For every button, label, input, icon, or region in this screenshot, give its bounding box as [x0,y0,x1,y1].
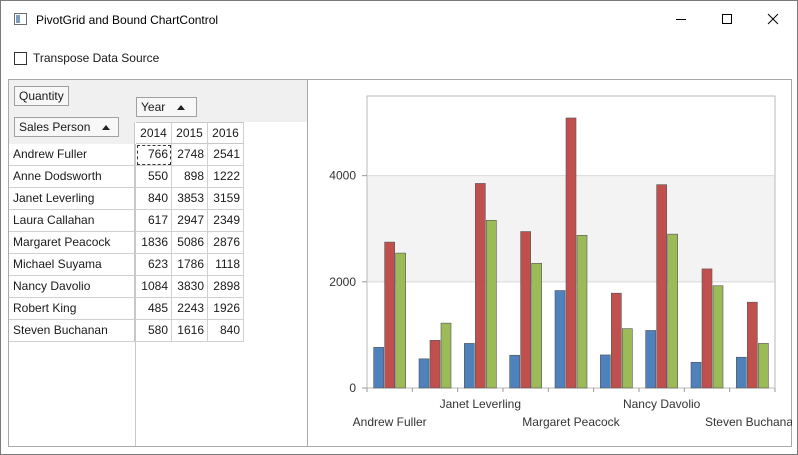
data-cell[interactable]: 840 [208,320,244,342]
bar [565,117,577,389]
bar [645,330,656,389]
minimize-icon [676,19,686,20]
bar [475,183,486,389]
bar [531,262,542,389]
chart-panel: 0 2000 4000 Andrew Fuller Janet Leverling Mar… [308,79,792,447]
bar [486,219,497,389]
close-icon [767,13,779,25]
data-cell[interactable]: 766 [136,144,172,166]
x-tick-label: Steven Buchanan [705,415,792,429]
data-cell[interactable]: 1836 [136,232,172,254]
data-cell[interactable]: 5086 [172,232,208,254]
close-button[interactable] [750,1,796,37]
y-tick-label: 2000 [329,275,356,289]
data-cell[interactable]: 1118 [208,254,244,276]
bar [429,340,441,389]
data-cell[interactable]: 1222 [208,166,244,188]
bar [520,231,531,389]
row-field-label: Sales Person [19,120,91,134]
column-field-label: Year [141,100,166,114]
bar [418,358,430,389]
transpose-checkbox[interactable] [14,51,27,65]
row-header[interactable]: Andrew Fuller [9,144,135,166]
data-cell[interactable]: 623 [136,254,172,276]
bar [395,252,406,389]
bar [600,354,611,389]
bar [701,268,713,389]
bar [611,292,622,389]
data-cell[interactable]: 2748 [172,144,208,166]
x-tick-label: Andrew Fuller [353,415,427,429]
bar [656,184,667,389]
data-cell[interactable]: 485 [136,298,172,320]
row-header[interactable]: Michael Suyama [9,254,135,276]
window-title: PivotGrid and Bound ChartControl [36,13,219,27]
column-field-year[interactable]: Year [136,97,197,117]
column-header-year[interactable]: 2014 [136,122,172,144]
x-tick-label: Margaret Peacock [522,415,620,429]
row-header[interactable]: Laura Callahan [9,210,135,232]
minimize-button[interactable] [658,1,704,37]
data-cell[interactable]: 2541 [208,144,244,166]
bar [464,343,475,389]
bar [690,361,702,389]
bar [758,343,769,389]
maximize-button[interactable] [704,1,750,37]
data-field-label: Quantity [19,89,64,103]
row-header[interactable]: Steven Buchanan [9,320,135,342]
bar [736,356,747,389]
title-bar: PivotGrid and Bound ChartControl [1,1,797,37]
data-cell[interactable]: 580 [136,320,172,342]
row-header[interactable]: Anne Dodsworth [9,166,135,188]
bar [747,301,758,389]
sort-ascending-icon [102,124,111,130]
x-tick-label: Nancy Davolio [623,397,701,411]
data-cell[interactable]: 3830 [172,276,208,298]
row-field-sales-person[interactable]: Sales Person [14,117,119,137]
bar [554,290,566,389]
data-cell[interactable]: 3159 [208,188,244,210]
sort-ascending-icon [177,104,186,110]
data-cell[interactable]: 1926 [208,298,244,320]
row-header[interactable]: Nancy Davolio [9,276,135,298]
data-cell[interactable]: 1616 [172,320,208,342]
column-header-year[interactable]: 2016 [208,122,244,144]
transpose-option[interactable]: Transpose Data Source [14,50,159,66]
row-header[interactable]: Margaret Peacock [9,232,135,254]
data-cell[interactable]: 2876 [208,232,244,254]
row-header-divider [135,144,136,446]
row-header[interactable]: Janet Leverling [9,188,135,210]
data-cell[interactable]: 617 [136,210,172,232]
data-cell[interactable]: 898 [172,166,208,188]
data-cell[interactable]: 2243 [172,298,208,320]
bar [373,347,384,389]
y-tick-label: 4000 [329,169,356,183]
data-cell[interactable]: 2898 [208,276,244,298]
data-cell[interactable]: 1084 [136,276,172,298]
data-cell[interactable]: 550 [136,166,172,188]
data-cell[interactable]: 3853 [172,188,208,210]
pivot-grid: Quantity Year Sales Person 2014 2015 2016 A… [8,79,308,447]
y-tick-label: 0 [349,381,356,395]
column-header-year[interactable]: 2015 [172,122,208,144]
row-header[interactable]: Robert King [9,298,135,320]
data-cell[interactable]: 840 [136,188,172,210]
data-cell[interactable]: 1786 [172,254,208,276]
maximize-icon [722,14,732,24]
app-icon [14,13,27,25]
bar [509,354,520,389]
data-cell[interactable]: 2947 [172,210,208,232]
bar [576,235,588,389]
transpose-label: Transpose Data Source [33,51,160,65]
x-tick-label: Janet Leverling [440,397,521,411]
data-field-quantity[interactable]: Quantity [14,86,69,106]
bar [667,233,678,389]
bar [712,285,724,389]
bar [622,328,633,389]
bar-chart: 0 2000 4000 Andrew Fuller Janet LeverlingMar… [329,95,792,429]
data-cell[interactable]: 2349 [208,210,244,232]
bar [440,322,452,389]
bar [384,241,395,389]
